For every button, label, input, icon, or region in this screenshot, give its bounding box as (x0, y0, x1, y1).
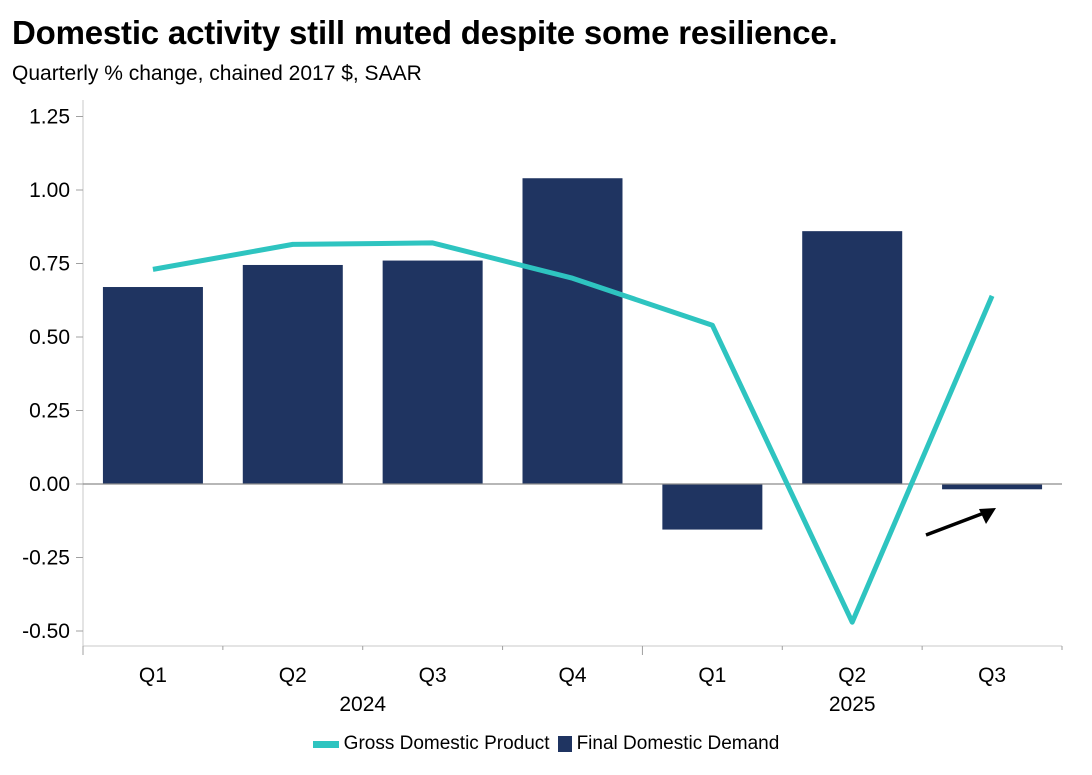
legend-item-gdp: Gross Domestic Product (312, 733, 550, 755)
bar-final-domestic-demand (242, 264, 343, 484)
bar-final-domestic-demand (662, 484, 763, 530)
y-tick-label: 0.50 (29, 326, 70, 349)
chart-subtitle: Quarterly % change, chained 2017 $, SAAR (12, 62, 422, 85)
bar-final-domestic-demand (522, 178, 623, 485)
bar-final-domestic-demand (382, 260, 483, 484)
x-tick-label: Q4 (558, 664, 586, 687)
y-tick-label: 1.25 (29, 106, 70, 129)
chart-title: Domestic activity still muted despite so… (12, 14, 838, 51)
y-tick-label: -0.25 (22, 547, 70, 570)
x-tick-label: Q2 (279, 664, 307, 687)
x-tick-label: Q3 (978, 664, 1006, 687)
legend-swatch-fdd (557, 736, 572, 752)
legend: Gross Domestic Product Final Domestic De… (0, 733, 1092, 755)
bar-final-domestic-demand (802, 231, 903, 484)
legend-label-fdd: Final Domestic Demand (576, 733, 780, 754)
y-tick-label: 0.25 (29, 400, 70, 423)
x-tick-label: Q1 (698, 664, 726, 687)
y-tick-label: -0.50 (22, 620, 70, 643)
y-tick-label: 0.75 (29, 253, 70, 276)
x-group-label: 2025 (829, 693, 876, 716)
legend-item-fdd: Final Domestic Demand (557, 733, 780, 755)
legend-label-gdp: Gross Domestic Product (343, 733, 550, 754)
x-tick-label: Q1 (139, 664, 167, 687)
y-tick-label: 1.00 (29, 179, 70, 202)
y-tick-label: 0.00 (29, 473, 70, 496)
bar-final-domestic-demand (102, 287, 203, 484)
x-group-label: 2024 (339, 693, 386, 716)
annotation-arrow-shaft (925, 511, 985, 537)
x-tick-label: Q3 (419, 664, 447, 687)
bar-final-domestic-demand (942, 484, 1043, 490)
legend-swatch-gdp (312, 740, 339, 748)
annotation-arrow-head (979, 508, 996, 524)
x-tick-label: Q2 (838, 664, 866, 687)
